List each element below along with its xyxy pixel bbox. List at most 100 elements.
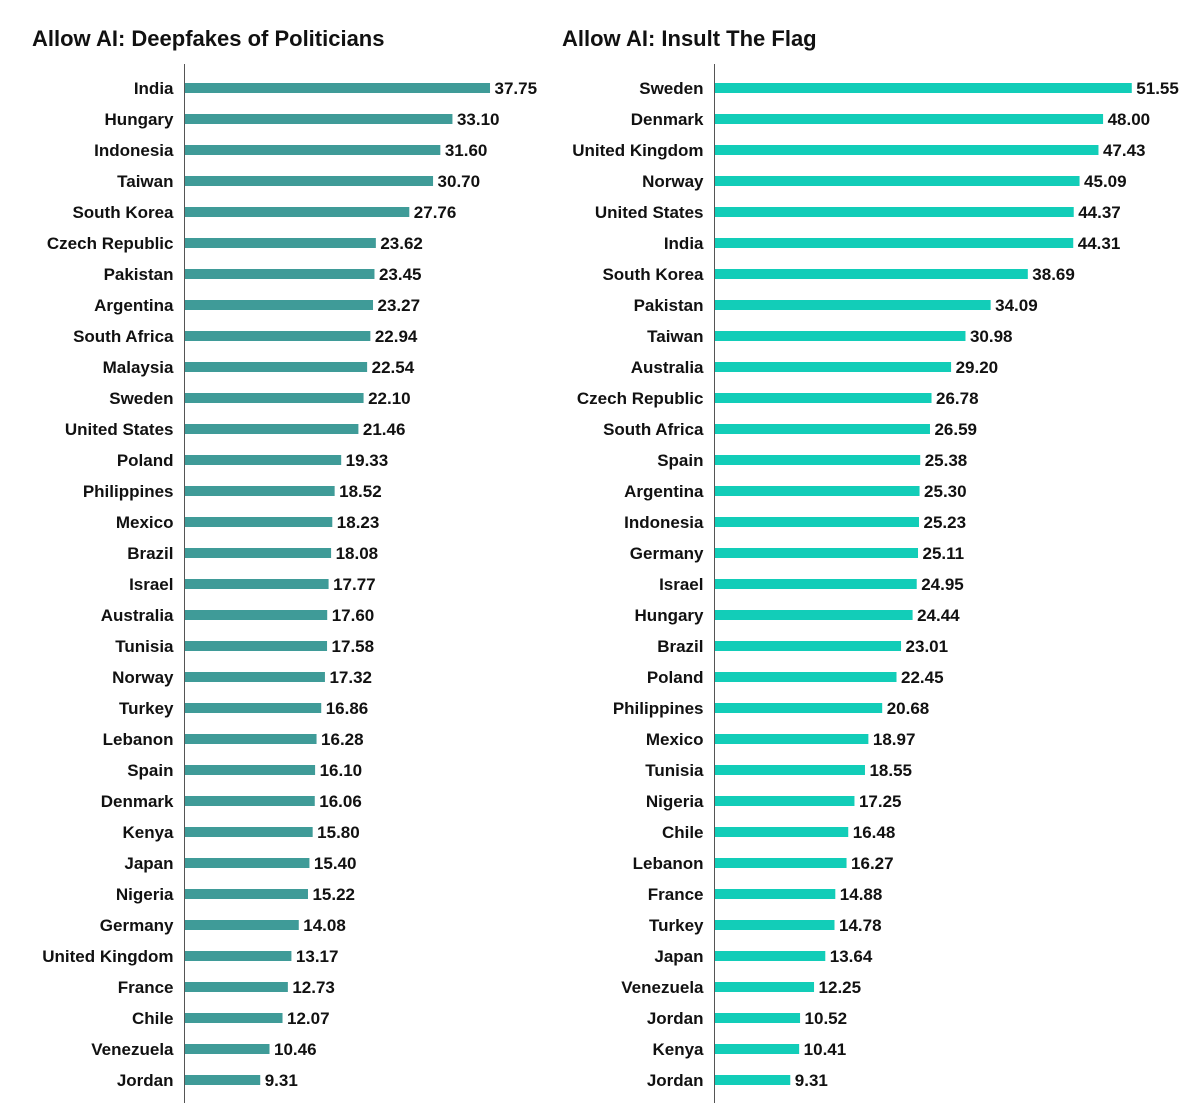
insult-flag-bar: [715, 269, 1028, 279]
deepfakes-category-label: Indonesia: [94, 141, 174, 160]
deepfakes-category-label: Norway: [112, 668, 174, 687]
deepfakes-category-label: Sweden: [109, 389, 173, 408]
insult-flag-category-label: Japan: [654, 947, 703, 966]
insult-flag-category-label: Chile: [662, 823, 704, 842]
deepfakes-bar: [185, 703, 322, 713]
deepfakes-category-label: Chile: [132, 1009, 174, 1028]
insult-flag-value-label: 18.97: [873, 730, 916, 749]
deepfakes-value-label: 15.22: [312, 885, 355, 904]
deepfakes-bar: [185, 1075, 261, 1085]
deepfakes-bar: [185, 362, 368, 372]
insult-flag-category-label: Mexico: [646, 730, 704, 749]
insult-flag-category-label: Philippines: [613, 699, 704, 718]
deepfakes-value-label: 16.86: [326, 699, 369, 718]
insult-flag-bar: [715, 424, 930, 434]
insult-flag-category-label: Lebanon: [633, 854, 704, 873]
deepfakes-bar: [185, 331, 371, 341]
deepfakes-bar: [185, 83, 491, 93]
insult-flag-bar: [715, 827, 849, 837]
deepfakes-value-label: 12.73: [292, 978, 335, 997]
insult-flag-bar: [715, 176, 1080, 186]
deepfakes-bar: [185, 734, 317, 744]
deepfakes-bar: [185, 269, 375, 279]
deepfakes-bar: [185, 765, 316, 775]
insult-flag-value-label: 44.31: [1078, 234, 1121, 253]
deepfakes-category-label: Pakistan: [104, 265, 174, 284]
deepfakes-category-label: Taiwan: [117, 172, 173, 191]
insult-flag-category-label: Germany: [630, 544, 704, 563]
insult-flag-bar: [715, 1044, 800, 1054]
deepfakes-bar: [185, 982, 288, 992]
insult-flag-category-label: South Africa: [603, 420, 704, 439]
deepfakes-value-label: 22.54: [372, 358, 415, 377]
deepfakes-category-label: South Africa: [73, 327, 174, 346]
insult-flag-bar: [715, 486, 920, 496]
deepfakes-category-label: Tunisia: [115, 637, 174, 656]
deepfakes-value-label: 18.23: [337, 513, 380, 532]
insult-flag-value-label: 25.11: [923, 544, 965, 563]
insult-flag-category-label: Denmark: [631, 110, 704, 129]
deepfakes-bar: [185, 672, 325, 682]
insult-flag-value-label: 51.55: [1136, 79, 1179, 98]
deepfakes-value-label: 16.06: [319, 792, 362, 811]
deepfakes-bar: [185, 517, 333, 527]
deepfakes-bar: [185, 548, 332, 558]
insult-flag-value-label: 14.88: [840, 885, 883, 904]
deepfakes-bar: [185, 610, 328, 620]
insult-flag-bar: [715, 455, 921, 465]
deepfakes-bar: [185, 920, 299, 930]
deepfakes-category-label: Germany: [100, 916, 174, 935]
insult-flag-bar: [715, 393, 932, 403]
deepfakes-category-label: Turkey: [119, 699, 174, 718]
deepfakes-value-label: 33.10: [457, 110, 500, 129]
insult-flag-value-label: 13.64: [830, 947, 873, 966]
insult-flag-value-label: 26.59: [934, 420, 977, 439]
deepfakes-category-label: Denmark: [101, 792, 174, 811]
deepfakes-category-label: South Korea: [72, 203, 174, 222]
insult-flag-category-label: Czech Republic: [577, 389, 704, 408]
insult-flag-category-label: Hungary: [635, 606, 705, 625]
insult-flag-bar: [715, 145, 1099, 155]
deepfakes-bar: [185, 951, 292, 961]
deepfakes-value-label: 17.58: [332, 637, 375, 656]
insult-flag-value-label: 23.01: [906, 637, 949, 656]
deepfakes-bar: [185, 827, 313, 837]
deepfakes-value-label: 16.10: [320, 761, 363, 780]
deepfakes-category-label: Nigeria: [116, 885, 174, 904]
insult-flag-bar: [715, 579, 917, 589]
deepfakes-bar: [185, 300, 374, 310]
deepfakes-category-label: Brazil: [127, 544, 173, 563]
insult-flag-bar: [715, 889, 836, 899]
insult-flag-value-label: 16.48: [853, 823, 896, 842]
deepfakes-value-label: 18.52: [339, 482, 382, 501]
insult-flag-category-label: Spain: [657, 451, 703, 470]
deepfakes-value-label: 10.46: [274, 1040, 317, 1059]
deepfakes-category-label: Mexico: [116, 513, 174, 532]
insult-flag-value-label: 20.68: [887, 699, 930, 718]
insult-flag-value-label: 38.69: [1032, 265, 1075, 284]
insult-flag-category-label: India: [664, 234, 704, 253]
insult-flag-bar: [715, 362, 952, 372]
deepfakes-category-label: Hungary: [105, 110, 175, 129]
deepfakes-category-label: India: [134, 79, 174, 98]
insult-flag-value-label: 48.00: [1108, 110, 1151, 129]
deepfakes-value-label: 31.60: [445, 141, 488, 160]
deepfakes-category-label: United Kingdom: [42, 947, 173, 966]
deepfakes-category-label: Australia: [101, 606, 174, 625]
deepfakes-bar: [185, 641, 328, 651]
deepfakes-value-label: 19.33: [346, 451, 389, 470]
deepfakes-bar: [185, 207, 410, 217]
insult-flag-value-label: 24.95: [921, 575, 964, 594]
deepfakes-category-label: Malaysia: [103, 358, 174, 377]
insult-flag-bar: [715, 300, 991, 310]
deepfakes-bar: [185, 424, 359, 434]
insult-flag-category-label: South Korea: [602, 265, 704, 284]
insult-flag-bar: [715, 331, 966, 341]
deepfakes-value-label: 17.60: [332, 606, 375, 625]
deepfakes-category-label: Czech Republic: [47, 234, 174, 253]
deepfakes-bar: [185, 858, 310, 868]
deepfakes-bar: [185, 145, 441, 155]
insult-flag-category-label: United States: [595, 203, 704, 222]
insult-flag-value-label: 47.43: [1103, 141, 1146, 160]
